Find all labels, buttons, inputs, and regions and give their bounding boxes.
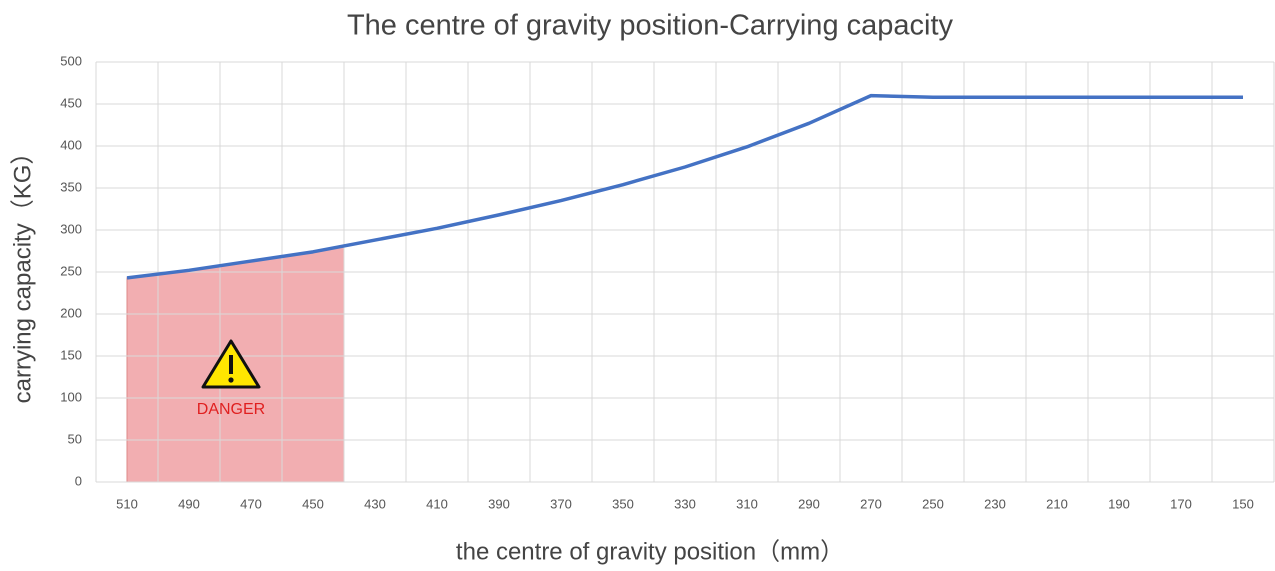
x-axis-label: the centre of gravity position（mm） [456,538,844,565]
x-tick-label: 490 [178,496,200,511]
x-tick-label: 170 [1170,496,1192,511]
x-tick-label: 270 [860,496,882,511]
y-tick-label: 350 [60,179,82,194]
y-tick-label: 200 [60,305,82,320]
warning-icon [201,339,261,389]
chart-title: The centre of gravity position-Carrying … [347,10,954,42]
x-tick-label: 410 [426,496,448,511]
y-tick-label: 500 [60,53,82,68]
x-tick-label: 430 [364,496,386,511]
grid [95,61,1275,483]
x-tick-label: 370 [550,496,572,511]
y-tick-label: 300 [60,221,82,236]
y-tick-label: 400 [60,137,82,152]
y-tick-label: 250 [60,263,82,278]
y-tick-label: 450 [60,95,82,110]
x-tick-label: 470 [240,496,262,511]
y-tick-label: 50 [68,431,82,446]
x-tick-label: 230 [984,496,1006,511]
x-tick-label: 150 [1232,496,1254,511]
x-tick-label: 290 [798,496,820,511]
y-tick-label: 0 [75,473,82,488]
x-tick-label: 350 [612,496,634,511]
marks [126,93,1243,280]
danger-label: DANGER [197,401,265,418]
x-tick-label: 310 [736,496,758,511]
x-tick-label: 510 [116,496,138,511]
x-tick-label: 330 [674,496,696,511]
x-tick-label: 250 [922,496,944,511]
x-tick-label: 190 [1108,496,1130,511]
x-tick-label: 450 [302,496,324,511]
x-tick-label: 390 [488,496,510,511]
y-axis-label: carrying capacity（KG） [9,141,36,404]
x-tick-label: 210 [1046,496,1068,511]
y-tick-label: 100 [60,389,82,404]
series-line [126,93,1243,280]
y-tick-label: 150 [60,347,82,362]
